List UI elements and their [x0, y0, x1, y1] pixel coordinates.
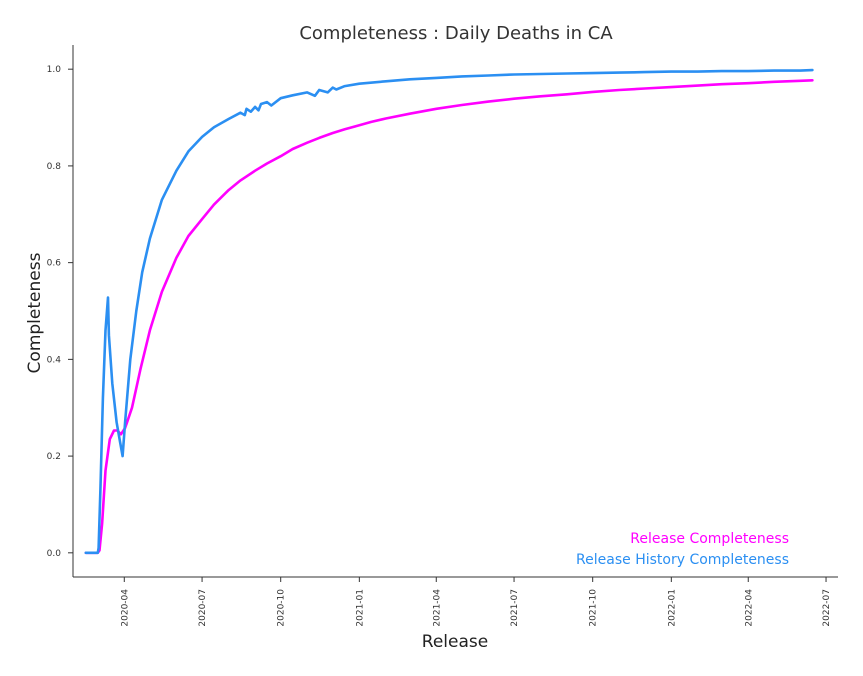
- x-tick-label: 2021-01: [355, 589, 365, 627]
- y-tick-label: 0.8: [47, 162, 62, 172]
- y-tick-label: 0.6: [47, 259, 62, 269]
- y-axis-label: Completeness: [25, 252, 45, 373]
- y-axis-ticks: 0.0 0.2 0.4 0.6 0.8 1.0: [47, 65, 73, 559]
- x-axis-ticks: 2020-04 2020-07 2020-10 2021-01 2021-04 2021-…: [120, 577, 832, 627]
- x-tick-label: 2020-04: [120, 589, 130, 627]
- legend-entry-1: Release History Completeness: [576, 552, 789, 568]
- series-layer: [84, 68, 814, 555]
- x-axis-label: Release: [422, 632, 488, 652]
- chart-title: Completeness : Daily Deaths in CA: [299, 23, 613, 44]
- y-tick-label: 0.4: [47, 355, 62, 365]
- legend-entry-0: Release Completeness: [630, 531, 789, 547]
- series-line-1: [84, 68, 814, 555]
- x-tick-label: 2021-10: [589, 589, 599, 627]
- x-tick-label: 2021-07: [510, 589, 520, 627]
- x-tick-label: 2020-10: [277, 589, 287, 627]
- x-tick-label: 2022-01: [667, 589, 677, 627]
- x-tick-label: 2022-07: [822, 589, 832, 627]
- x-tick-label: 2021-04: [432, 589, 442, 627]
- x-tick-label: 2022-04: [744, 589, 754, 627]
- legend: Release Completeness Release History Comp…: [576, 531, 789, 568]
- y-tick-label: 0.0: [47, 549, 62, 559]
- y-tick-label: 1.0: [47, 65, 62, 75]
- plot-area: 0.0 0.2 0.4 0.6 0.8 1.0 2020-04 2020-07 2020-10…: [47, 45, 838, 627]
- x-tick-label: 2020-07: [198, 589, 208, 627]
- series-line-0: [84, 79, 814, 555]
- y-tick-label: 0.2: [47, 452, 61, 462]
